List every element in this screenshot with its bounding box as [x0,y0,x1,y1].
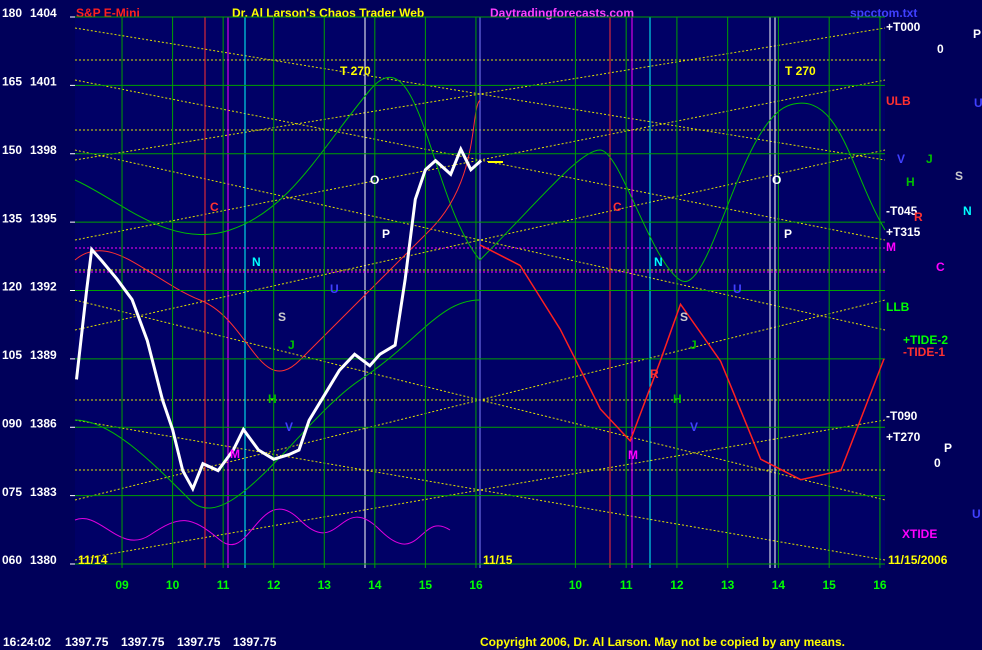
quote: 1397.75 [233,635,277,649]
y-tick-label: 1404 [30,6,57,20]
x-tick-label: 10 [166,578,180,592]
annotation: 0 [937,42,944,56]
annotation: U [330,282,339,296]
annotation: P [382,227,390,241]
x-tick-label: 12 [267,578,281,592]
annotation: -TIDE-1 [903,345,945,359]
annotation: +T270 [886,430,921,444]
y-tick-label: 1383 [30,485,57,499]
symbol: S&P E-Mini [76,6,140,20]
date-label: 11/14 [78,553,108,567]
x-tick-label: 16 [873,578,887,592]
x-tick-label: 16 [469,578,483,592]
annotation: S [680,310,688,324]
y-tick-label: 1380 [30,553,57,567]
y2-tick-label: 150 [2,143,22,157]
annotation: N [252,255,261,269]
x-tick-label: 12 [670,578,684,592]
annotation: +TIDE-2 [903,333,948,347]
x-tick-label: 11 [620,578,633,592]
y2-tick-label: 120 [2,280,22,294]
annotation: C [613,200,622,214]
quote: 1397.75 [177,635,221,649]
y2-tick-label: 075 [2,485,22,499]
annotation: H [673,392,682,406]
annotation: P [784,227,792,241]
annotation: J [926,152,933,166]
annotation: 0 [934,456,941,470]
annotation: R [914,210,923,224]
x-tick-label: 15 [822,578,836,592]
annotation: U [972,507,981,521]
y-tick-label: 1386 [30,416,57,430]
x-tick-label: 09 [115,578,129,592]
annotation: J [690,338,697,352]
price-line [479,244,885,481]
x-tick-label: 10 [569,578,583,592]
annotation: V [285,420,293,434]
annotation: -T045 [886,204,918,218]
annotation: +T000 [886,20,921,34]
x-tick-label: 14 [368,578,382,592]
annotation: ULB [886,94,911,108]
annotation: M [628,448,638,462]
file-name: spcctom.txt [850,6,917,20]
annotation: -T090 [886,409,918,423]
y2-tick-label: 180 [2,6,22,20]
annotation: J [288,338,295,352]
y-tick-label: 1401 [30,75,57,89]
y2-tick-label: 135 [2,211,22,225]
y2-tick-label: 090 [2,416,22,430]
y2-tick-label: 060 [2,553,22,567]
price-line [75,145,483,493]
annotation: LLB [886,300,910,314]
annotation: P [973,27,981,41]
header-title: Dr. Al Larson's Chaos Trader Web [232,6,424,20]
y-tick-label: 1389 [30,348,57,362]
date-label: 11/15/2006 [888,553,948,567]
annotation: XTIDE [902,527,937,541]
x-tick-label: 14 [772,578,786,592]
annotation: U [733,282,742,296]
y-tick-label: 1392 [30,280,57,294]
annotation: C [210,200,219,214]
time-lines [75,17,885,568]
annotation: V [897,152,905,166]
copyright: Copyright 2006, Dr. Al Larson. May not b… [480,635,845,649]
annotation: H [268,392,277,406]
site: Daytradingforecasts.com [490,6,634,20]
footer-time: 16:24:02 [3,635,51,649]
x-tick-label: 15 [419,578,433,592]
annotation: O [772,173,781,187]
annotation: V [690,420,698,434]
annotation: C [936,260,945,274]
quote: 1397.75 [65,635,109,649]
forecast-curves [74,76,886,546]
quote: 1397.75 [121,635,165,649]
annotation: +T315 [886,225,921,239]
annotation: N [654,255,663,269]
annotation: S [278,310,286,324]
annotation: P [944,441,952,455]
y-tick-label: 1395 [30,211,57,225]
annotation: O [370,173,379,187]
annotation: R [650,367,659,381]
annotation: T 270 [785,64,816,78]
annotation: M [230,447,240,461]
x-tick-label: 11 [217,578,230,592]
annotation: M [886,240,896,254]
annotation: H [906,175,915,189]
x-tick-label: 13 [318,578,332,592]
date-label: 11/15 [483,553,513,567]
x-tick-label: 13 [721,578,735,592]
annotation: N [963,204,972,218]
y2-tick-label: 105 [2,348,22,362]
y-tick-label: 1398 [30,143,57,157]
annotation: U [974,96,982,110]
y2-tick-label: 165 [2,75,22,89]
annotation: S [955,169,963,183]
annotation: T 270 [340,64,371,78]
